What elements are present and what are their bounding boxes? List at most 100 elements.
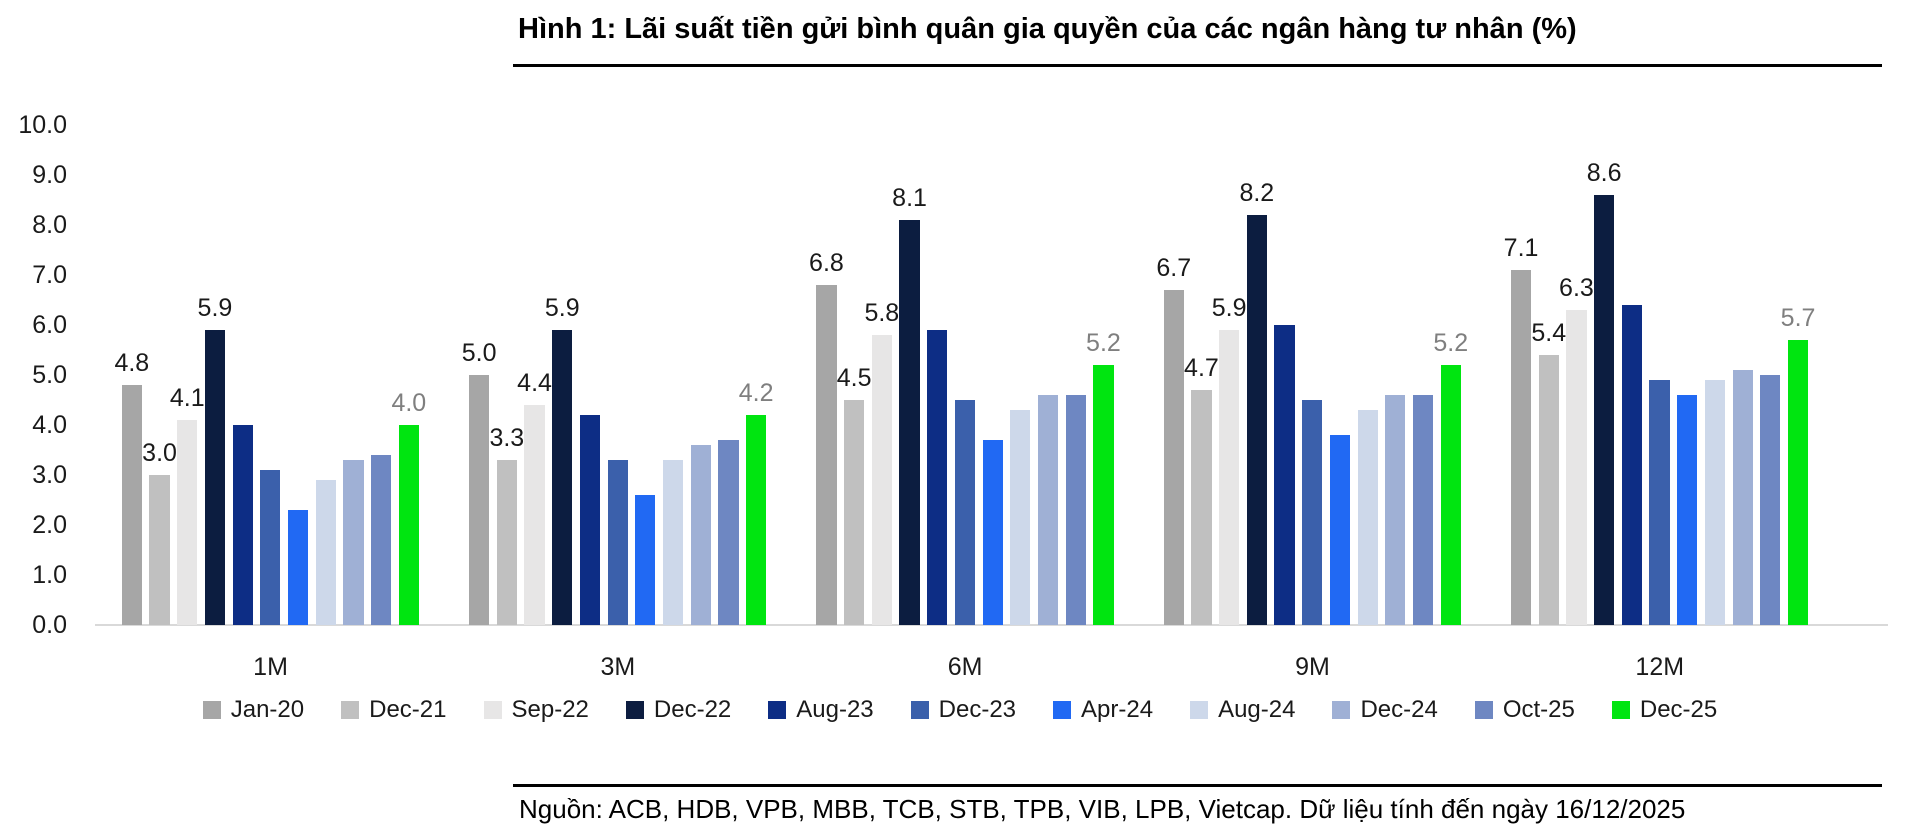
bar-dec-22-12m (1594, 195, 1615, 625)
legend-swatch-icon (768, 701, 787, 719)
legend-swatch-icon (1053, 701, 1072, 719)
bar-value-label: 3.0 (142, 439, 177, 467)
bar-dec-25-3m (746, 415, 767, 625)
bar-value-label: 5.8 (864, 299, 900, 327)
bar-value-label: 5.0 (461, 339, 497, 367)
bar-aug-24-12m (1704, 380, 1726, 625)
legend-label: Apr-24 (1081, 696, 1154, 723)
bar-value-label: 6.7 (1156, 254, 1192, 282)
bar-value-label: 8.1 (892, 184, 927, 212)
title-underline (513, 64, 1882, 67)
bar-dec-21-3m (496, 460, 517, 625)
bar-dec-21-6m (844, 400, 865, 625)
legend-item-dec-24: Dec-24 (1332, 696, 1438, 724)
bar-aug-23-3m (579, 415, 601, 625)
legend-label: Aug-23 (796, 696, 874, 723)
bar-value-label: 8.2 (1239, 179, 1275, 207)
legend-swatch-icon (202, 701, 221, 719)
x-axis-group-label: 6M (947, 653, 983, 681)
legend-swatch-icon (1190, 701, 1209, 719)
bar-value-label: 6.8 (809, 249, 844, 277)
y-axis-tick-label: 4.0 (32, 411, 67, 439)
bar-apr-24-1m (287, 510, 309, 625)
bar-aug-24-9m (1357, 410, 1378, 625)
bar-sep-22-12m (1566, 310, 1587, 625)
legend-item-aug-23: Aug-23 (768, 696, 874, 724)
legend-item-sep-22: Sep-22 (483, 696, 589, 724)
x-axis-group-label: 12M (1635, 653, 1685, 681)
legend-swatch-icon (910, 701, 929, 719)
bar-sep-22-1m (177, 420, 198, 625)
y-axis-tick-label: 2.0 (32, 511, 67, 539)
legend-label: Dec-25 (1639, 696, 1718, 723)
y-axis-tick-label: 9.0 (32, 161, 67, 189)
bar-dec-25-6m (1093, 365, 1114, 625)
x-axis-group-label: 1M (253, 653, 288, 681)
x-axis-group-label: 3M (600, 653, 636, 681)
bar-dec-23-3m (607, 460, 628, 625)
bar-oct-25-6m (1065, 395, 1086, 625)
bar-value-label: 3.3 (489, 424, 525, 452)
bar-dec-23-12m (1649, 380, 1670, 625)
bar-dec-24-6m (1037, 395, 1059, 625)
bar-value-label: 4.5 (836, 364, 872, 392)
bar-value-label: 4.2 (738, 379, 774, 407)
bar-sep-22-3m (524, 405, 545, 625)
legend-label: Jan-20 (230, 696, 305, 723)
chart-title: Hình 1: Lãi suất tiền gửi bình quân gia … (518, 13, 1577, 45)
bar-jan-20-3m (469, 375, 490, 625)
legend-swatch-icon (483, 701, 502, 719)
bar-oct-25-1m (371, 455, 392, 625)
bar-aug-23-6m (927, 330, 948, 625)
bar-apr-24-9m (1329, 435, 1351, 625)
legend-item-dec-25: Dec-25 (1611, 696, 1718, 724)
bar-dec-25-1m (398, 425, 419, 625)
legend-item-jan-20: Jan-20 (202, 696, 305, 724)
legend-label: Oct-25 (1502, 696, 1575, 723)
bar-value-label: 7.1 (1503, 234, 1539, 262)
legend-swatch-icon (1474, 701, 1493, 719)
legend-swatch-icon (1611, 701, 1630, 719)
bar-value-label: 4.8 (114, 349, 150, 377)
bar-value-label: 4.7 (1184, 354, 1219, 382)
bar-aug-24-3m (662, 460, 684, 625)
legend-item-dec-21: Dec-21 (341, 696, 447, 724)
bar-oct-25-9m (1412, 395, 1434, 625)
x-axis-group-label: 9M (1295, 653, 1330, 681)
source-divider (513, 784, 1882, 787)
y-axis-tick-label: 1.0 (32, 561, 67, 589)
legend: Jan-20 Dec-21 Sep-22 Dec-22 Aug-23 Dec-23 Apr-… (0, 696, 1920, 724)
bar-sep-22-6m (871, 335, 892, 625)
bar-dec-22-6m (899, 220, 920, 625)
bar-dec-24-9m (1385, 395, 1406, 625)
bar-oct-25-3m (718, 440, 739, 625)
y-axis-tick-label: 0.0 (32, 611, 67, 639)
bar-apr-24-3m (635, 495, 656, 625)
bar-value-label: 4.4 (517, 369, 552, 397)
source-note: Nguồn: ACB, HDB, VPB, MBB, TCB, STB, TPB… (519, 794, 1686, 824)
bar-dec-25-9m (1440, 365, 1461, 625)
y-axis-tick-label: 10.0 (18, 111, 67, 139)
legend-label: Dec-23 (938, 696, 1017, 723)
legend-label: Dec-24 (1360, 696, 1438, 723)
legend-item-oct-25: Oct-25 (1474, 696, 1575, 724)
legend-label: Aug-24 (1218, 696, 1296, 723)
bar-dec-23-9m (1302, 400, 1323, 625)
bar-dec-22-3m (552, 330, 573, 625)
bar-value-label: 4.1 (169, 384, 205, 412)
axis-baseline (95, 624, 1888, 626)
bar-value-label: 5.4 (1531, 319, 1567, 347)
bar-dec-21-12m (1538, 355, 1559, 625)
bar-jan-20-9m (1163, 290, 1184, 625)
legend-label: Sep-22 (511, 696, 589, 723)
legend-swatch-icon (341, 701, 360, 719)
bar-dec-24-12m (1732, 370, 1753, 625)
y-axis-tick-label: 3.0 (32, 461, 67, 489)
bar-apr-24-12m (1677, 395, 1698, 625)
legend-item-aug-24: Aug-24 (1190, 696, 1295, 724)
bar-dec-21-9m (1191, 390, 1212, 625)
bar-jan-20-1m (121, 385, 142, 625)
y-axis-tick-label: 6.0 (32, 311, 67, 339)
bar-value-label: 5.9 (544, 294, 580, 322)
